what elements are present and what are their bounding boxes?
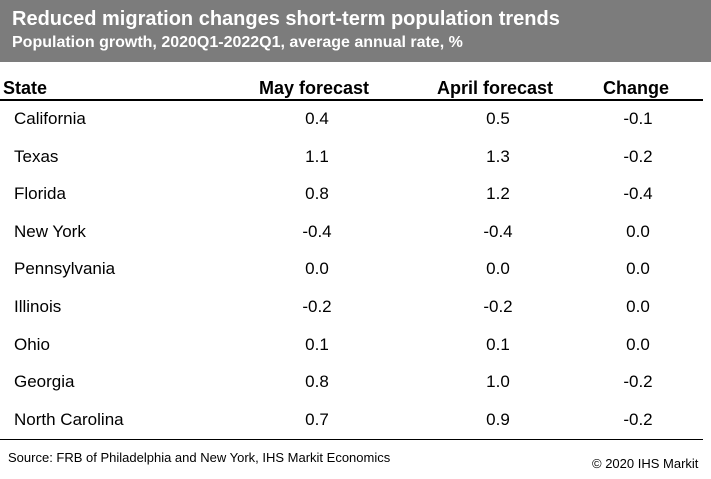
state-name-cell: Georgia bbox=[14, 372, 75, 392]
column-header-april-forecast: April forecast bbox=[437, 78, 554, 98]
may-forecast-cell: 0.4 bbox=[305, 109, 329, 128]
state-name-cell: California bbox=[14, 109, 86, 128]
column-header-state: State bbox=[3, 78, 48, 98]
chart-header: Reduced migration changes short-term pop… bbox=[0, 0, 711, 62]
change-cell: -0.4 bbox=[623, 184, 653, 204]
april-forecast-cell: 0.0 bbox=[486, 259, 510, 279]
state-name-cell: Texas bbox=[14, 146, 59, 166]
april-forecast-cell: 1.0 bbox=[486, 372, 510, 392]
change-cell: -0.1 bbox=[623, 109, 653, 128]
change-cell: 0.0 bbox=[626, 259, 650, 279]
april-forecast-cell: -0.4 bbox=[483, 221, 513, 241]
source-note: Source: FRB of Philadelphia and New York… bbox=[8, 450, 391, 465]
copyright-note: © 2020 IHS Markit bbox=[592, 456, 699, 471]
april-forecast-cell: 1.2 bbox=[486, 184, 510, 204]
change-cell: 0.0 bbox=[626, 334, 650, 354]
column-header-may-forecast: May forecast bbox=[259, 78, 370, 98]
may-forecast-cell: 0.1 bbox=[305, 334, 329, 354]
april-forecast-cell: 1.3 bbox=[486, 146, 510, 166]
april-forecast-cell: 0.5 bbox=[486, 109, 510, 128]
change-cell: -0.2 bbox=[623, 409, 653, 429]
column-header-change: Change bbox=[603, 78, 670, 98]
may-forecast-cell: -0.2 bbox=[302, 297, 332, 316]
change-cell: 0.0 bbox=[626, 297, 650, 316]
may-forecast-cell: 1.1 bbox=[305, 146, 329, 166]
state-name-cell: New York bbox=[14, 221, 86, 241]
april-forecast-cell: -0.2 bbox=[483, 297, 513, 316]
may-forecast-cell: 0.0 bbox=[305, 259, 329, 279]
state-name-cell: Florida bbox=[14, 184, 66, 204]
may-forecast-cell: 0.8 bbox=[305, 372, 329, 392]
state-name-cell: North Carolina bbox=[14, 409, 124, 429]
footer-rule bbox=[0, 439, 703, 440]
state-name-cell: Ohio bbox=[14, 334, 50, 354]
state-name-cell: Pennsylvania bbox=[14, 259, 116, 279]
change-cell: -0.2 bbox=[623, 372, 653, 392]
may-forecast-cell: 0.8 bbox=[305, 184, 329, 204]
may-forecast-cell: -0.4 bbox=[302, 221, 332, 241]
chart-subtitle: Population growth, 2020Q1-2022Q1, averag… bbox=[12, 34, 463, 51]
header-rule bbox=[0, 99, 703, 101]
state-name-cell: Illinois bbox=[14, 297, 62, 316]
change-cell: 0.0 bbox=[626, 221, 650, 241]
april-forecast-cell: 0.9 bbox=[486, 409, 510, 429]
change-cell: -0.2 bbox=[623, 146, 653, 166]
may-forecast-cell: 0.7 bbox=[305, 409, 329, 429]
april-forecast-cell: 0.1 bbox=[486, 334, 510, 354]
chart-title: Reduced migration changes short-term pop… bbox=[12, 8, 560, 30]
